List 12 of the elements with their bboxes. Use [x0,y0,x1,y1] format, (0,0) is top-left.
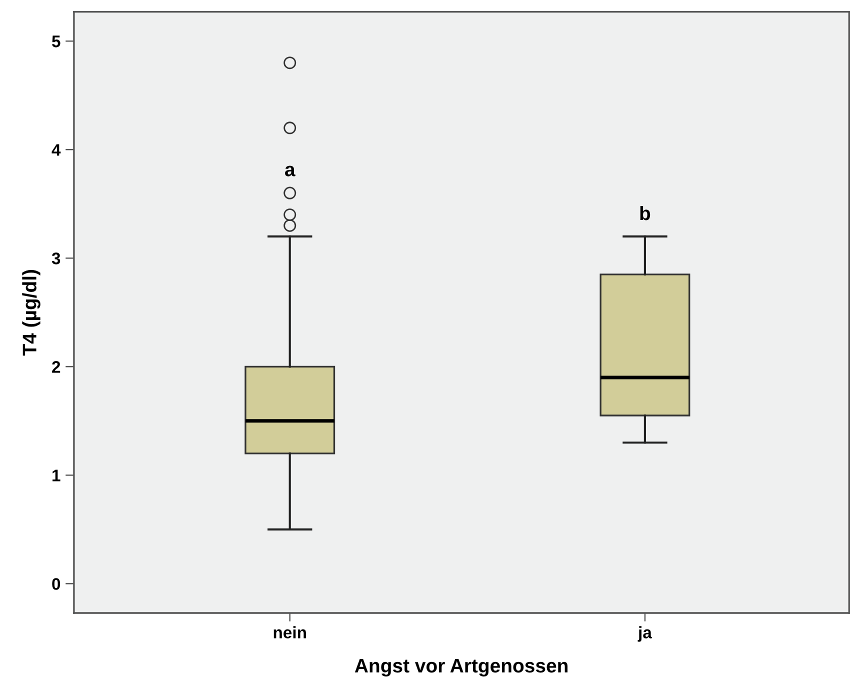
x-axis-title: Angst vor Artgenossen [354,659,568,677]
x-tick-label: nein [274,626,306,638]
y-tick-label: 5 [52,36,60,48]
annotation: a [285,166,296,176]
y-tick-label: 3 [52,252,60,264]
y-tick-label: 1 [52,470,60,482]
x-tick-label: ja [638,626,652,642]
y-tick-label: 0 [52,578,60,590]
annotation: b [640,206,650,220]
y-tick-label: 4 [52,144,61,156]
y-axis-title: T4 (µg/dl) [22,270,40,356]
y-tick-label: 2 [52,361,60,373]
